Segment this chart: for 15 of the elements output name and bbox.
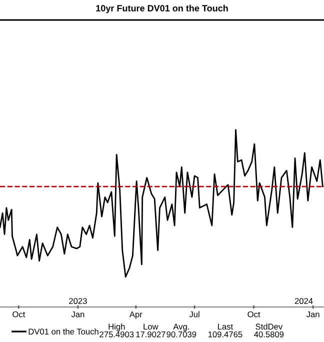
- annotation: 2024: [294, 298, 313, 304]
- x-tick-label: Jan: [306, 311, 320, 318]
- annotation: 2023: [69, 298, 87, 304]
- x-tick-label: Jan: [71, 311, 84, 318]
- x-tick-label: Oct: [248, 311, 260, 318]
- legend-label: DV01 on the Touch: [28, 328, 98, 335]
- x-tick-label: Apr: [129, 311, 142, 319]
- x-tick-label: Jul: [189, 311, 200, 318]
- text: High 275.4903: [100, 323, 134, 338]
- x-tick-label: Oct: [12, 311, 26, 318]
- text: StdDev 40.5809: [254, 323, 284, 338]
- text: Last 109.4765: [208, 324, 242, 338]
- chart-title: 10yr Future DV01 on the Touch: [96, 4, 228, 14]
- text: Avg. 90.7039: [166, 324, 196, 338]
- text: Low 17.9027: [136, 324, 166, 338]
